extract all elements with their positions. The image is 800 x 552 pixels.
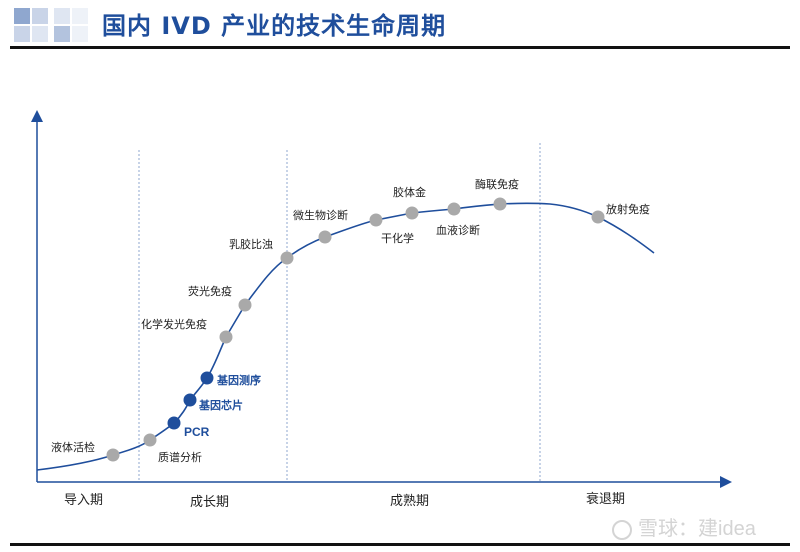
marker-label-mass-spec: 质谱分析 bbox=[158, 450, 202, 464]
logo-blocks bbox=[14, 8, 94, 42]
marker-label-elisa: 酶联免疫 bbox=[475, 177, 519, 191]
lifecycle-curve bbox=[36, 202, 655, 471]
marker-label-pcr: PCR bbox=[184, 425, 210, 439]
phase-label-introduction: 导入期 bbox=[64, 493, 103, 508]
header: 国内 IVD 产业的技术生命周期 bbox=[0, 0, 800, 50]
marker-dot-fluorescence bbox=[238, 298, 252, 312]
marker-dot-pcr bbox=[167, 416, 181, 430]
marker-label-colloidal-gold: 胶体金 bbox=[393, 185, 426, 199]
header-divider bbox=[10, 46, 790, 49]
marker-label-fluorescence: 荧光免疫 bbox=[188, 284, 232, 298]
footer-divider bbox=[10, 543, 790, 546]
marker-label-gene-sequencing: 基因测序 bbox=[216, 373, 261, 387]
marker-dot-gene-sequencing bbox=[200, 371, 214, 385]
marker-label-liquid-biopsy: 液体活检 bbox=[51, 440, 95, 454]
phase-label-maturity: 成熟期 bbox=[390, 493, 429, 509]
marker-dot-blood-diagnosis bbox=[447, 202, 461, 216]
marker-label-radioimmunoassay: 放射免疫 bbox=[606, 202, 650, 216]
marker-label-chemiluminescence: 化学发光免疫 bbox=[141, 317, 207, 331]
marker-label-blood-diagnosis: 血液诊断 bbox=[436, 223, 480, 237]
marker-dot-liquid-biopsy bbox=[106, 448, 120, 462]
watermark: 雪球：建idea bbox=[612, 512, 792, 540]
phase-label-decline: 衰退期 bbox=[586, 491, 625, 507]
marker-dot-colloidal-gold bbox=[405, 206, 419, 220]
marker-dot-gene-chip bbox=[183, 393, 197, 407]
marker-label-microbiology: 微生物诊断 bbox=[293, 208, 348, 222]
marker-dot-mass-spec bbox=[143, 433, 157, 447]
snowball-icon bbox=[612, 519, 632, 540]
marker-label-latex-turbidimetry: 乳胶比浊 bbox=[229, 237, 273, 251]
marker-label-dry-chemistry: 干化学 bbox=[381, 231, 414, 245]
phase-label-growth: 成长期 bbox=[190, 495, 229, 510]
marker-dot-latex-turbidimetry bbox=[280, 251, 294, 265]
marker-dot-radioimmunoassay bbox=[591, 210, 605, 224]
marker-dot-microbiology bbox=[318, 230, 332, 244]
marker-dot-elisa bbox=[493, 197, 507, 211]
page-title: 国内 IVD 产业的技术生命周期 bbox=[102, 12, 447, 40]
marker-dot-dry-chemistry bbox=[369, 213, 383, 227]
marker-dot-chemiluminescence bbox=[219, 330, 233, 344]
marker-label-gene-chip: 基因芯片 bbox=[198, 398, 243, 412]
watermark-text: 雪球：建idea bbox=[638, 518, 756, 540]
